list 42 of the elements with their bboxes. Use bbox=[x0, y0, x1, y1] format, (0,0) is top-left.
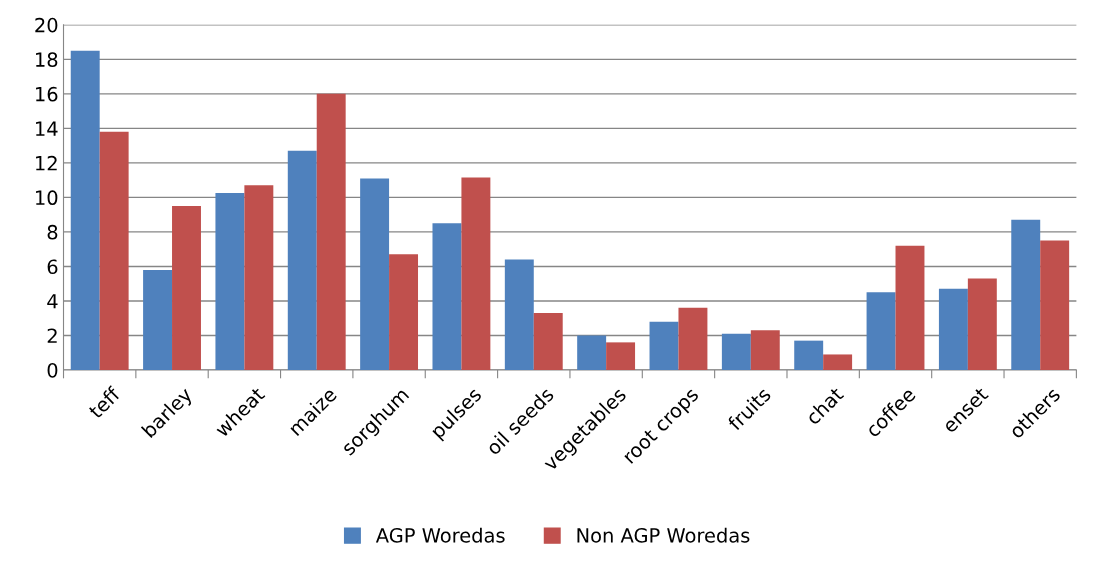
x-tick-label: teff bbox=[87, 385, 122, 420]
bar bbox=[432, 223, 462, 370]
bar bbox=[678, 307, 708, 370]
bar bbox=[287, 150, 317, 370]
y-tick-label: 14 bbox=[36, 121, 58, 136]
bar bbox=[70, 50, 100, 370]
bar bbox=[316, 93, 346, 370]
bar bbox=[244, 185, 274, 370]
y-tick-label: 4 bbox=[47, 294, 58, 309]
y-tick-label: 10 bbox=[36, 190, 58, 206]
y-tick-label: 0 bbox=[47, 362, 58, 378]
bar bbox=[750, 330, 780, 370]
y-tick-label: 20 bbox=[35, 17, 58, 33]
y-tick-label: 18 bbox=[36, 52, 58, 67]
bar bbox=[938, 288, 968, 370]
bar bbox=[895, 245, 925, 370]
bar bbox=[866, 292, 896, 370]
y-tick-label: 2 bbox=[47, 328, 57, 343]
legend-label: AGP Woredas bbox=[375, 527, 505, 543]
bar bbox=[461, 177, 491, 370]
bar bbox=[389, 254, 419, 370]
bar bbox=[721, 333, 751, 370]
bar bbox=[533, 313, 563, 370]
bar bbox=[172, 206, 201, 370]
bar bbox=[794, 340, 824, 370]
bar bbox=[360, 178, 390, 370]
bar bbox=[99, 131, 129, 370]
bar bbox=[215, 193, 245, 370]
bar bbox=[504, 259, 534, 370]
y-tick-label: 12 bbox=[36, 155, 57, 171]
legend-label: Non AGP Woredas bbox=[577, 527, 750, 543]
y-tick-label: 8 bbox=[47, 224, 58, 240]
bar bbox=[143, 269, 173, 370]
bar bbox=[1040, 240, 1070, 370]
y-tick-label: 6 bbox=[47, 259, 58, 275]
bar bbox=[649, 321, 679, 370]
y-tick-label: 16 bbox=[36, 86, 58, 102]
bar bbox=[577, 335, 607, 370]
bar bbox=[823, 354, 853, 370]
bar bbox=[967, 278, 997, 370]
bar bbox=[606, 342, 636, 370]
bar bbox=[1011, 219, 1041, 370]
